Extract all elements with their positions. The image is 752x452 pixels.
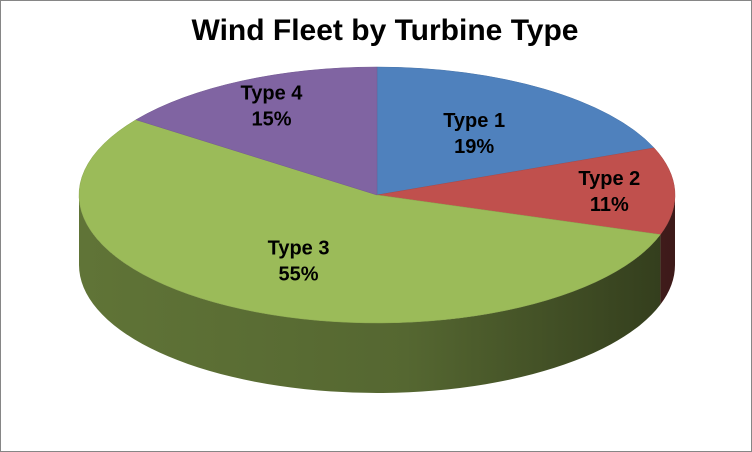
- value-label: 15%: [251, 108, 291, 130]
- pie-side: [660, 195, 675, 305]
- pie-side: [79, 195, 661, 393]
- category-label: Type 1: [443, 110, 505, 132]
- data-labels: Type 1 19% Type 2 11% Type 3 55% Type 4 15%: [241, 82, 641, 285]
- chart-title: Wind Fleet by Turbine Type: [192, 14, 579, 47]
- category-label: Type 4: [241, 82, 304, 104]
- category-label: Type 2: [578, 168, 640, 190]
- value-label: 11%: [590, 194, 629, 216]
- pie-slice: [135, 66, 378, 196]
- value-label: 55%: [279, 263, 319, 285]
- pie-slice: [78, 119, 661, 324]
- pie-sides: [79, 195, 675, 393]
- pie-slice: [376, 147, 676, 235]
- category-label: Type 3: [268, 237, 330, 259]
- pie-slice: [376, 66, 655, 196]
- pie-tops: [78, 66, 676, 324]
- value-label: 19%: [454, 136, 494, 158]
